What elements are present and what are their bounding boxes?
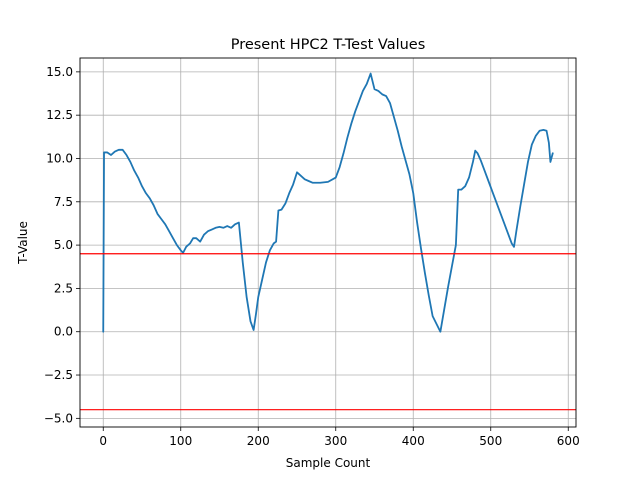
- y-tick-label: −5.0: [44, 411, 73, 425]
- x-tick-label: 100: [169, 434, 192, 448]
- x-tick-label: 200: [247, 434, 270, 448]
- y-tick-label: 10.0: [46, 151, 73, 165]
- y-axis-title: T-Value: [16, 221, 30, 265]
- y-tick-label: 7.5: [54, 195, 73, 209]
- y-tick-label: 15.0: [46, 65, 73, 79]
- x-tick-label: 500: [479, 434, 502, 448]
- x-tick-label: 600: [557, 434, 580, 448]
- chart-title: Present HPC2 T-Test Values: [231, 37, 426, 53]
- y-tick-label: −2.5: [44, 368, 73, 382]
- grid: [80, 58, 576, 427]
- y-tick-label: 2.5: [54, 281, 73, 295]
- x-axis-title: Sample Count: [286, 456, 371, 470]
- x-tick-label: 300: [324, 434, 347, 448]
- x-tick-label: 0: [99, 434, 107, 448]
- y-tick-label: 12.5: [46, 108, 73, 122]
- x-tick-label: 400: [402, 434, 425, 448]
- y-tick-label: 0.0: [54, 325, 73, 339]
- series-line: [102, 72, 554, 333]
- x-axis-ticks: 0 100 200 300 400 500 600: [99, 427, 580, 448]
- y-axis-ticks: −5.0 −2.5 0.0 2.5 5.0 7.5 10.0 12.5 15.0: [44, 65, 80, 425]
- series-layer: [102, 72, 554, 333]
- threshold-lines: [80, 253, 576, 411]
- plot-area-frame: [79, 57, 577, 428]
- y-tick-label: 5.0: [54, 238, 73, 252]
